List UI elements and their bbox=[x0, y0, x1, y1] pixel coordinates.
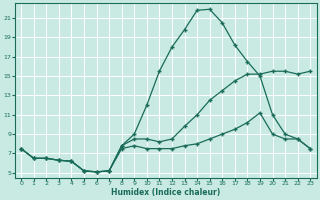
X-axis label: Humidex (Indice chaleur): Humidex (Indice chaleur) bbox=[111, 188, 220, 197]
